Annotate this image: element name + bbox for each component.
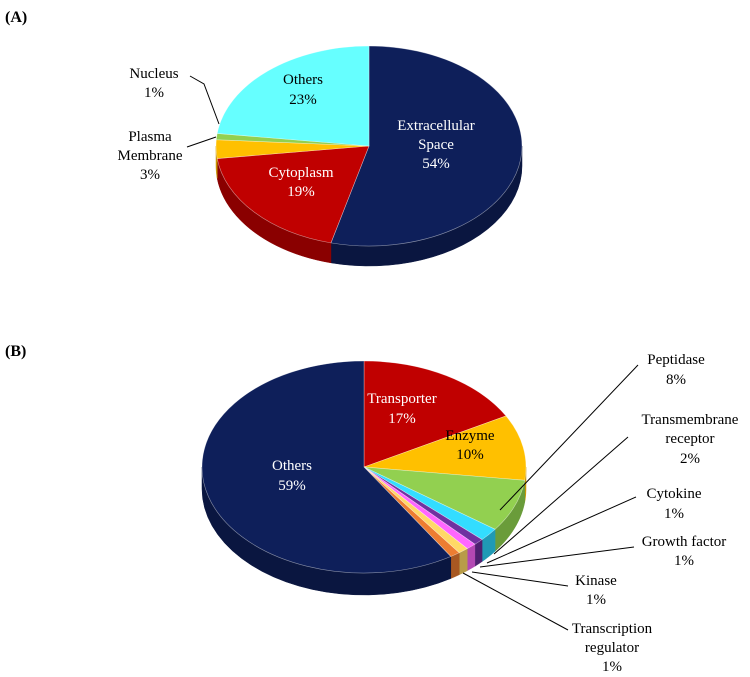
label-plasma-pct: 3% — [140, 167, 160, 183]
label-nucleus-pct: 1% — [144, 85, 164, 101]
leader-peptidase — [499, 364, 639, 511]
label-plasma-line2: Membrane — [118, 148, 183, 164]
label-others-b-line1: Others — [272, 458, 312, 474]
pie-b-slice-enzyme — [363, 415, 527, 481]
pie-chart-a — [215, 45, 523, 267]
label-peptidase-pct: 8% — [666, 372, 686, 388]
label-transcription-pct: 1% — [602, 659, 622, 675]
label-extracellular-line2: Space — [418, 137, 454, 153]
pie-b-slice-transporter — [363, 360, 507, 468]
label-others-a-line1: Others — [283, 72, 323, 88]
panel-a-letter: (A) — [5, 9, 27, 26]
pie-a-slice-cytoplasm — [216, 145, 370, 244]
label-growth-factor-pct: 1% — [674, 553, 694, 569]
label-transporter-line1: Transporter — [367, 391, 436, 407]
label-transcription-line2: regulator — [585, 640, 639, 656]
label-cytoplasm-pct: 19% — [287, 184, 315, 200]
pie-a-slice-extracellular-space — [330, 45, 523, 247]
leader-cytokine — [486, 496, 637, 564]
pie-a-slice-others — [216, 45, 370, 147]
pie-b-side-kinase — [458, 548, 468, 576]
label-transmembrane-line2: receptor — [665, 431, 714, 447]
label-transmembrane-line1: Transmembrane — [642, 412, 739, 428]
label-kinase-pct: 1% — [586, 592, 606, 608]
pie-b-slice-others — [201, 360, 452, 574]
label-enzyme-line1: Enzyme — [445, 428, 494, 444]
leader-nucleus — [189, 75, 220, 125]
label-extracellular-line1: Extracellular — [397, 118, 474, 134]
label-transmembrane-pct: 2% — [680, 451, 700, 467]
leader-kinase — [471, 571, 569, 587]
pie-b-side-transcription-regulator — [450, 552, 460, 579]
leader-plasma-membrane — [186, 136, 217, 148]
label-transcription-line1: Transcription — [572, 621, 653, 637]
pie-chart-b — [201, 360, 527, 596]
leader-growth-factor — [479, 546, 635, 568]
leader-transmembrane — [493, 436, 629, 555]
label-cytokine-pct: 1% — [664, 506, 684, 522]
label-plasma-line1: Plasma — [128, 129, 172, 145]
label-enzyme-pct: 10% — [456, 447, 484, 463]
label-cytokine-line1: Cytokine — [647, 486, 702, 502]
label-growth-factor-line1: Growth factor — [642, 534, 727, 550]
panel-b-letter: (B) — [5, 343, 26, 360]
label-nucleus-line1: Nucleus — [129, 66, 178, 82]
label-peptidase-line1: Peptidase — [647, 352, 705, 368]
label-transporter-pct: 17% — [388, 411, 416, 427]
label-others-a-pct: 23% — [289, 92, 317, 108]
label-kinase-line1: Kinase — [575, 573, 617, 589]
label-cytoplasm-line1: Cytoplasm — [268, 165, 333, 181]
label-extracellular-pct: 54% — [422, 156, 450, 172]
leader-transcription — [462, 572, 569, 631]
label-others-b-pct: 59% — [278, 478, 306, 494]
